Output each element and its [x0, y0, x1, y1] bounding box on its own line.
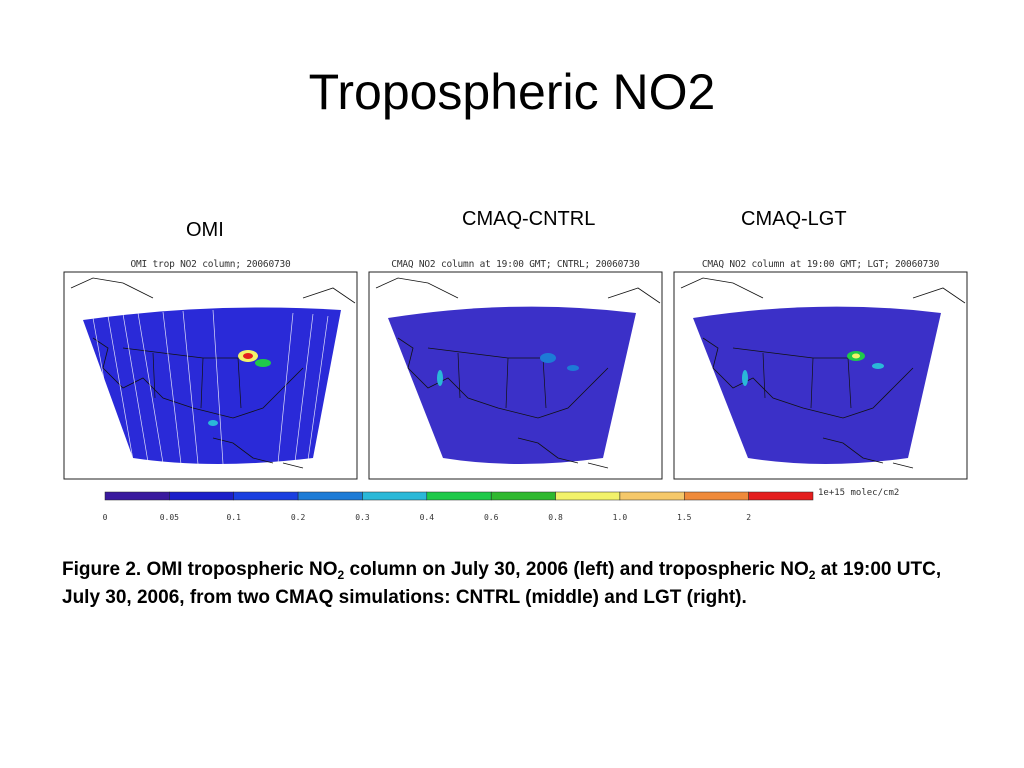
figure-caption: Figure 2. OMI tropospheric NO2 column on… — [62, 556, 962, 612]
colorbar-segment — [555, 491, 621, 501]
colorbar-tick-label: 2 — [746, 513, 752, 522]
map-title-cmaq-lgt: CMAQ NO2 column at 19:00 GMT; LGT; 20060… — [701, 259, 940, 270]
caption-part-3: at 19:00 UTC, July 30, 2006, from two CM… — [62, 559, 942, 608]
colorbar-tick-label: 0.05 — [159, 513, 179, 522]
map-cmaq-lgt — [673, 271, 968, 480]
map-title-cmaq-cntrl: CMAQ NO2 column at 19:00 GMT; CNTRL; 200… — [391, 259, 640, 270]
colorbar-segment — [297, 491, 363, 501]
colorbar-segment — [748, 491, 814, 501]
colorbar-tick-label: 1.5 — [677, 513, 692, 522]
panel-label-cmaq-lgt: CMAQ-LGT — [741, 208, 847, 230]
colorbar-tick-label: 0.6 — [483, 513, 499, 522]
colorbar-unit: 1e+15 molec/cm2 — [818, 488, 900, 498]
colorbar — [104, 491, 814, 501]
map-omi — [63, 271, 358, 480]
colorbar-segment — [619, 491, 685, 501]
colorbar-tick-label: 1.0 — [612, 513, 628, 522]
colorbar-segment — [233, 491, 299, 501]
colorbar-segment — [490, 491, 556, 501]
slide-title: Tropospheric NO2 — [308, 64, 716, 120]
colorbar-tick-label: 0.4 — [419, 513, 435, 522]
map-panel-omi: OMI trop NO2 column; 20060730 — [63, 258, 358, 480]
caption-subscript-2: 2 — [808, 568, 816, 582]
map-title-omi: OMI trop NO2 column; 20060730 — [130, 259, 291, 270]
colorbar-segment — [169, 491, 234, 501]
colorbar-segment — [104, 491, 170, 501]
colorbar-tick-label: 0 — [102, 513, 108, 522]
colorbar-tick-label: 0.8 — [548, 513, 563, 522]
colorbar-segment — [426, 491, 492, 501]
panel-label-cmaq-cntrl: CMAQ-CNTRL — [462, 208, 596, 230]
colorbar-segment — [362, 491, 428, 501]
caption-part-2: column on July 30, 2006 (left) and tropo… — [344, 559, 809, 580]
colorbar-tick-label: 0.1 — [226, 513, 241, 522]
map-cmaq-cntrl — [368, 271, 663, 480]
colorbar-segment — [684, 491, 749, 501]
map-panel-cmaq-lgt: CMAQ NO2 column at 19:00 GMT; LGT; 20060… — [673, 258, 968, 480]
colorbar-tick-label: 0.3 — [355, 513, 370, 522]
map-panel-cmaq-cntrl: CMAQ NO2 column at 19:00 GMT; CNTRL; 200… — [368, 258, 663, 480]
caption-subscript-1: 2 — [337, 568, 345, 582]
colorbar-tick-label: 0.2 — [290, 513, 306, 522]
panel-label-omi: OMI — [186, 219, 224, 241]
caption-part-1: Figure 2. OMI tropospheric NO — [62, 559, 338, 580]
